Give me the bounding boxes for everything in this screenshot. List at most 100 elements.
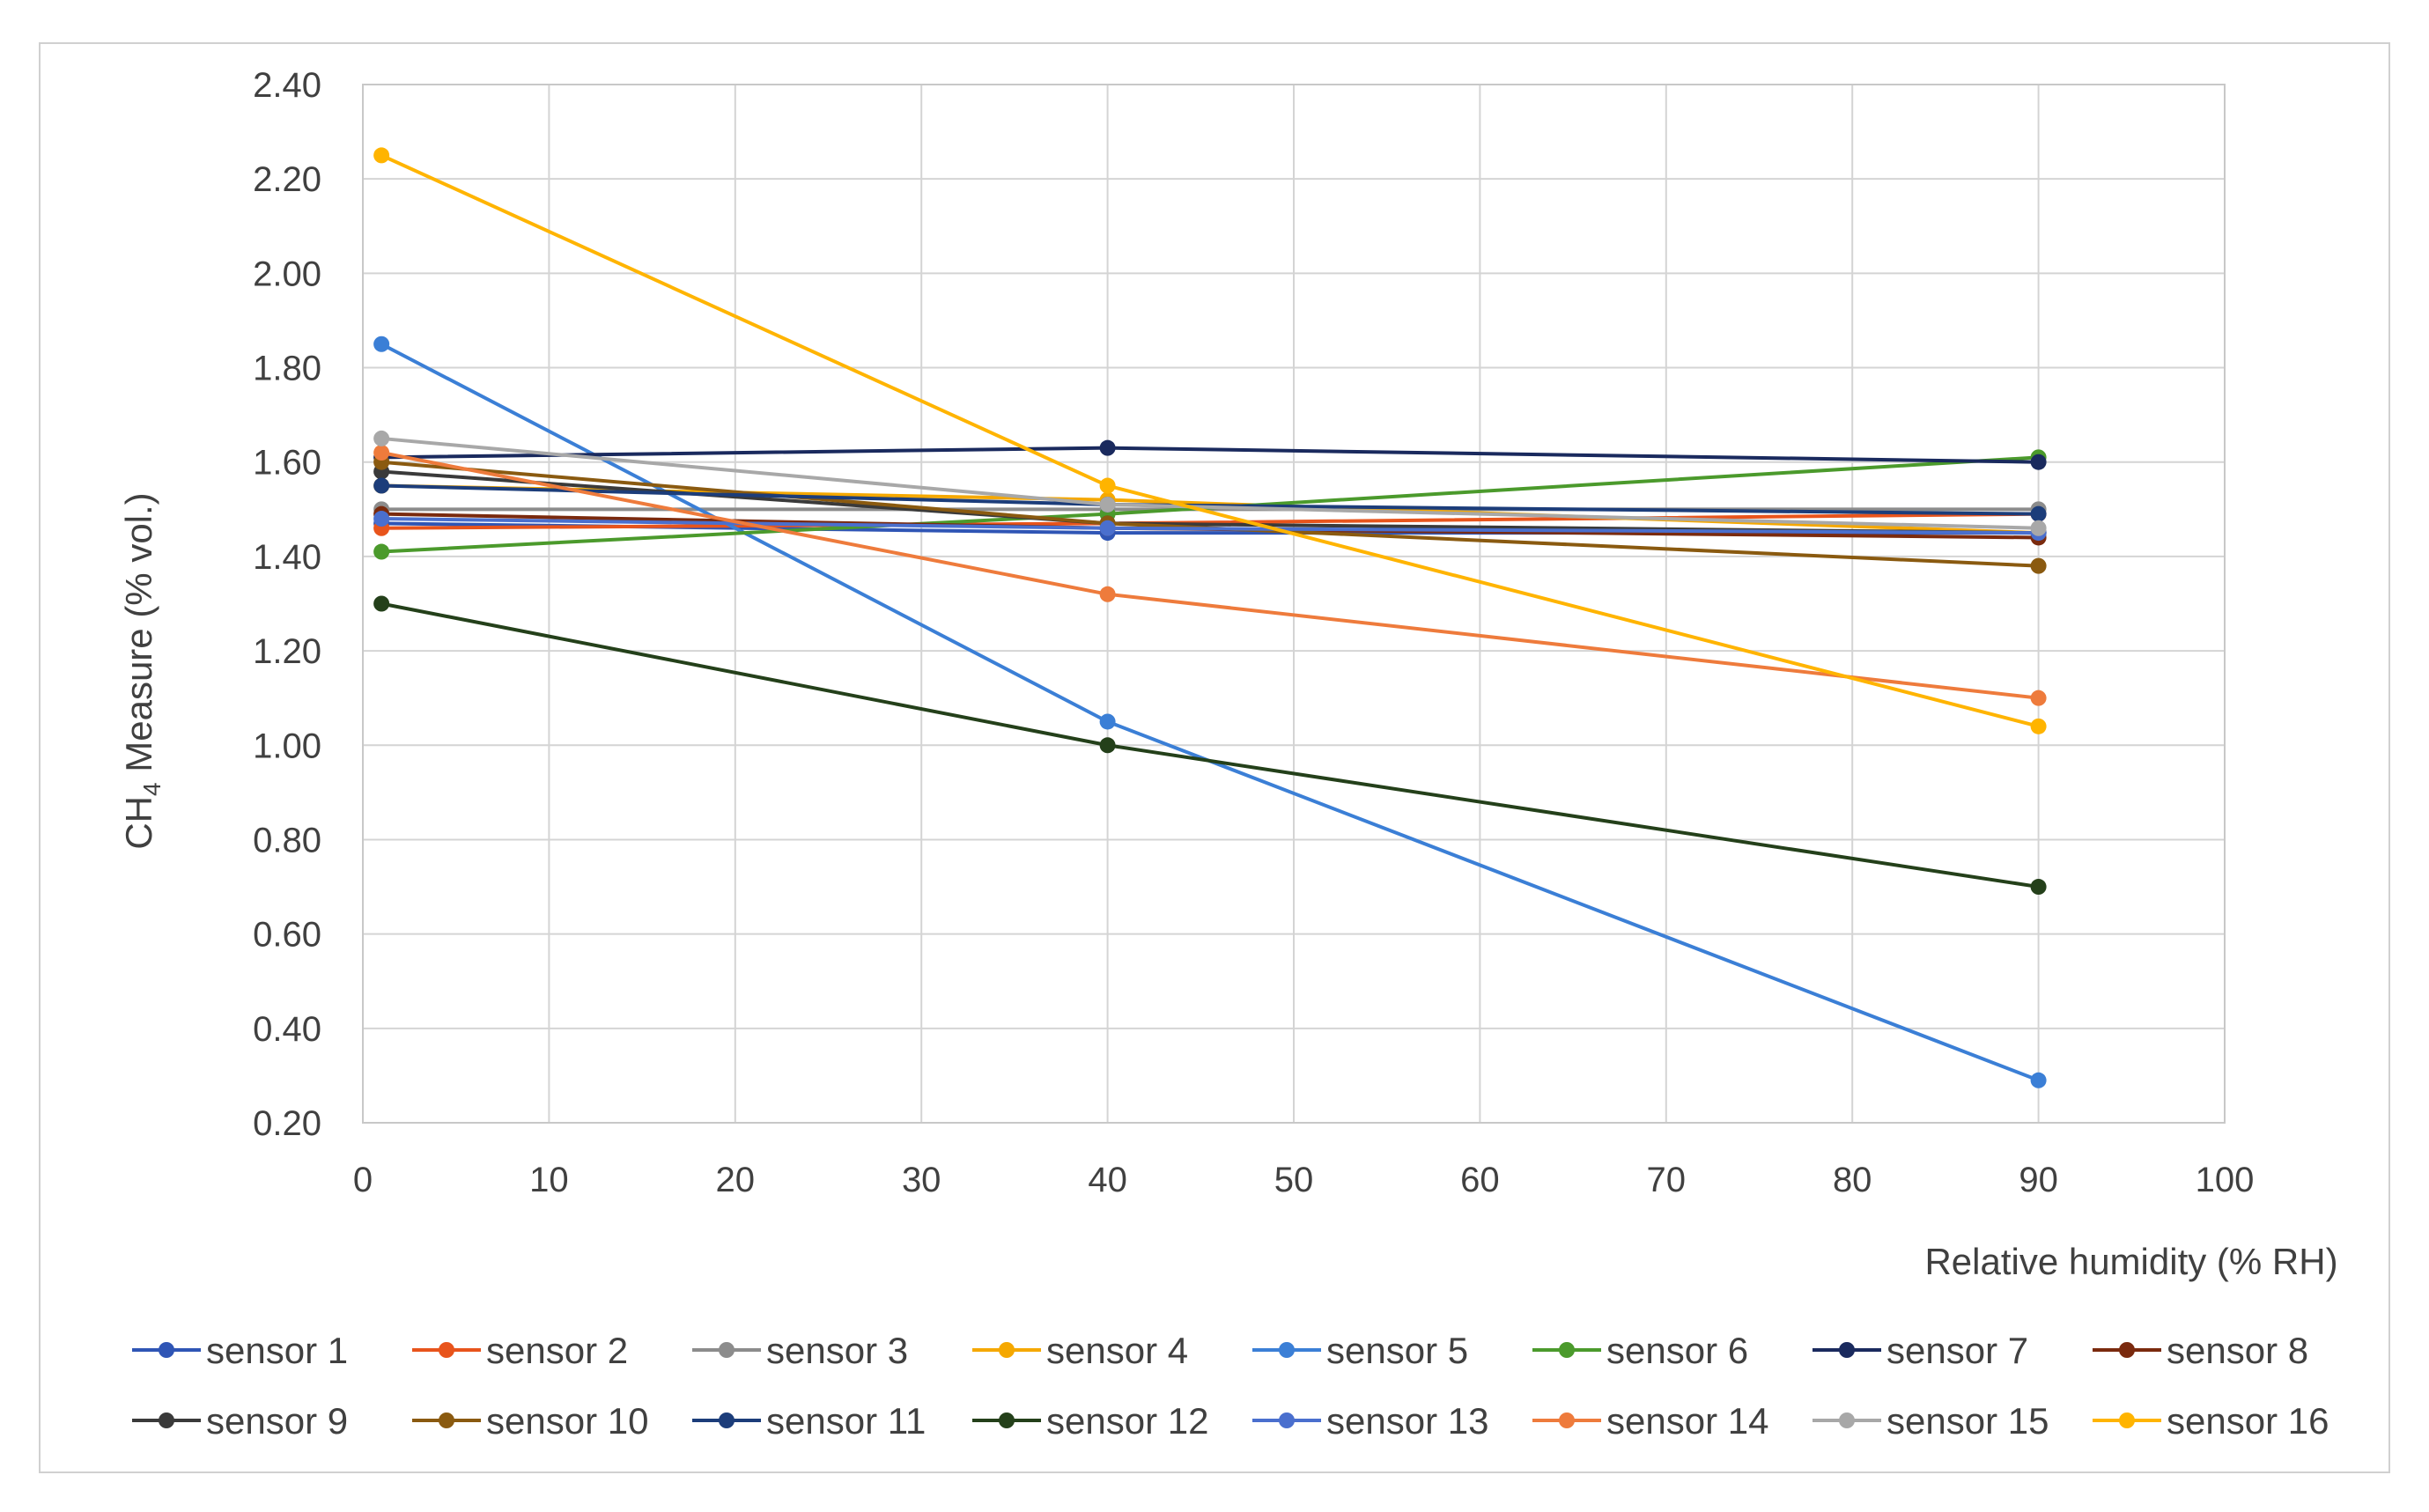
data-point: [1099, 737, 1116, 754]
y-tick-label: 0.60: [253, 916, 321, 955]
legend-label: sensor 1: [206, 1330, 348, 1371]
legend-item: sensor 14: [1532, 1400, 1768, 1442]
legend-item: sensor 9: [132, 1400, 348, 1442]
x-tick-label: 50: [1274, 1161, 1314, 1199]
y-tick-label: 1.80: [253, 350, 321, 388]
x-axis-ticks: 0 10 20 30 40 50 60 70 80 90 100: [353, 1161, 2255, 1199]
legend-swatch-marker: [159, 1412, 174, 1428]
data-point: [2030, 690, 2047, 706]
legend-swatch-marker: [1279, 1412, 1295, 1428]
legend-item: sensor 10: [412, 1400, 648, 1442]
y-tick-label: 1.40: [253, 538, 321, 577]
legend-swatch-marker: [2119, 1342, 2135, 1358]
legend-label: sensor 11: [766, 1400, 926, 1442]
x-tick-label: 100: [2196, 1161, 2255, 1199]
legend-label: sensor 4: [1046, 1330, 1188, 1371]
legend-item: sensor 3: [692, 1330, 908, 1371]
legend-item: sensor 7: [1813, 1330, 2028, 1371]
y-tick-label: 1.20: [253, 632, 321, 671]
data-point: [373, 543, 390, 560]
data-point: [1099, 520, 1116, 536]
x-tick-label: 60: [1460, 1161, 1500, 1199]
legend-label: sensor 13: [1326, 1400, 1488, 1442]
legend-label: sensor 5: [1326, 1330, 1468, 1371]
legend-swatch-marker: [2119, 1412, 2135, 1428]
legend-swatch-marker: [999, 1342, 1015, 1358]
series-sensor-5: [373, 336, 2047, 1088]
data-point: [1099, 586, 1116, 602]
legend-swatch-marker: [439, 1342, 454, 1358]
y-tick-label: 0.40: [253, 1010, 321, 1049]
legend-swatch-marker: [1839, 1412, 1855, 1428]
legend-swatch-marker: [1839, 1342, 1855, 1358]
data-point: [373, 336, 390, 352]
legend-swatch-marker: [439, 1412, 454, 1428]
data-point: [1099, 477, 1116, 494]
plot-area: [362, 84, 2226, 1124]
series-sensor-12: [373, 595, 2047, 896]
legend-label: sensor 14: [1606, 1400, 1768, 1442]
legend-label: sensor 7: [1886, 1330, 2028, 1371]
legend-item: sensor 12: [972, 1400, 1208, 1442]
data-point: [373, 477, 390, 494]
data-point: [2030, 557, 2047, 574]
data-point: [2030, 505, 2047, 522]
legend-item: sensor 5: [1252, 1330, 1468, 1371]
y-tick-label: 2.20: [253, 160, 321, 199]
chart-frame: [39, 42, 2390, 1473]
data-point: [2030, 1072, 2047, 1088]
svg-text:CH4 Measure (% vol.): CH4 Measure (% vol.): [118, 492, 166, 849]
x-tick-label: 40: [1088, 1161, 1127, 1199]
y-tick-label: 1.60: [253, 444, 321, 483]
series-line: [380, 153, 2041, 728]
legend-label: sensor 15: [1886, 1400, 2049, 1442]
series-sensor-14: [373, 445, 2047, 706]
y-axis-title-main: CH: [118, 796, 159, 850]
legend-item: sensor 4: [972, 1330, 1188, 1371]
y-axis-title-rest: Measure (% vol.): [118, 492, 159, 782]
legend-item: sensor 1: [132, 1330, 348, 1371]
legend-label: sensor 3: [766, 1330, 908, 1371]
legend-item: sensor 6: [1532, 1330, 1748, 1371]
x-tick-label: 0: [353, 1161, 373, 1199]
legend-label: sensor 9: [206, 1400, 348, 1442]
series-sensor-7: [373, 439, 2047, 470]
y-axis-title-subscript: 4: [138, 782, 166, 796]
x-tick-label: 20: [716, 1161, 756, 1199]
data-point: [1099, 496, 1116, 513]
legend-swatch-marker: [1559, 1412, 1575, 1428]
legend-item: sensor 11: [692, 1400, 926, 1442]
series-line: [380, 460, 2041, 568]
series-sensor-15: [373, 430, 2047, 536]
y-axis-title: CH4 Measure (% vol.): [118, 492, 166, 849]
data-point: [2030, 454, 2047, 470]
data-point: [1099, 439, 1116, 456]
legend-swatch-marker: [999, 1412, 1015, 1428]
x-tick-label: 30: [902, 1161, 941, 1199]
plot-border: [362, 84, 2226, 1124]
gridlines: [362, 84, 2226, 1124]
data-point: [373, 511, 390, 527]
legend-label: sensor 16: [2167, 1400, 2329, 1442]
legend-item: sensor 8: [2093, 1330, 2308, 1371]
legend-swatch-marker: [1559, 1342, 1575, 1358]
legend-item: sensor 13: [1252, 1400, 1488, 1442]
y-tick-label: 0.80: [253, 821, 321, 859]
legend-item: sensor 15: [1813, 1400, 2049, 1442]
legend-label: sensor 12: [1046, 1400, 1208, 1442]
data-point: [2030, 879, 2047, 896]
series-layer: [373, 147, 2047, 1088]
y-tick-label: 1.00: [253, 726, 321, 765]
data-point: [373, 147, 390, 164]
legend-label: sensor 6: [1606, 1330, 1748, 1371]
y-axis-ticks: 0.20 0.40 0.60 0.80 1.00 1.20 1.40 1.60 1.80 2.00…: [253, 66, 321, 1143]
x-tick-label: 10: [529, 1161, 569, 1199]
y-tick-label: 2.00: [253, 254, 321, 293]
data-point: [373, 430, 390, 446]
legend-label: sensor 2: [486, 1330, 628, 1371]
legend-item: sensor 16: [2093, 1400, 2329, 1442]
x-tick-label: 70: [1647, 1161, 1687, 1199]
legend: sensor 1 sensor 2 sensor 3 sensor 4 sensor 5…: [132, 1330, 2329, 1442]
legend-swatch-marker: [719, 1342, 735, 1358]
